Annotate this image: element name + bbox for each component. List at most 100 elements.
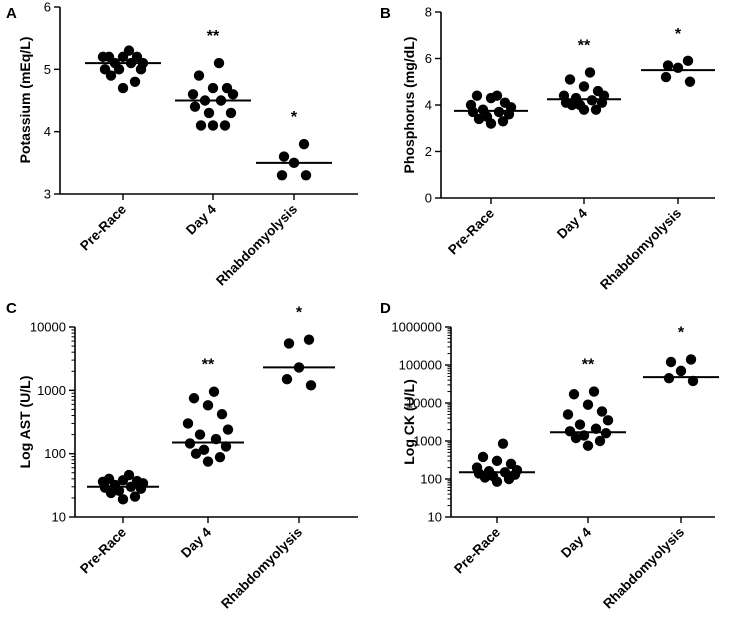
y-tick-label: 3 [44,187,51,202]
x-category-label: Pre-Race [77,524,129,576]
y-tick-label: 100 [420,472,442,487]
data-point [135,64,147,75]
data-point [568,389,580,400]
data-point [305,380,317,391]
data-point [574,419,586,430]
data-point [219,120,231,131]
x-category-label: Pre-Race [451,524,503,576]
data-point [497,116,509,127]
panel-letter: C [6,300,17,317]
data-point [590,104,602,115]
data-point [113,64,125,75]
data-point [105,70,117,81]
data-point [298,138,310,150]
data-point [129,76,141,88]
panel-b: B 0 2 4 6 8 Phosphorus (mg/dL) Pre-Race Day 4 ** R… [380,5,715,293]
data-point [675,365,687,377]
x-category-label: Day 4 [183,201,219,237]
y-tick-label: 10000 [406,396,442,411]
x-category-label: Day 4 [178,524,214,560]
data-point [202,400,214,411]
data-point [300,170,312,181]
data-point [600,428,612,439]
y-tick-label: 10 [428,510,442,525]
y-tick-label: 100 [44,446,66,461]
data-point [582,399,594,410]
data-point [566,99,578,111]
data-point [113,485,125,496]
data-point [477,451,489,463]
significance-marker: * [678,324,685,341]
data-point [187,89,199,100]
data-point [97,51,109,63]
data-point [497,438,509,449]
data-point [207,120,219,131]
data-point [485,118,497,129]
data-point [214,451,226,463]
data-point [117,51,129,63]
significance-marker: * [291,109,298,126]
data-point [195,120,207,131]
data-point [582,440,594,451]
data-point [660,71,672,83]
significance-marker: ** [207,28,220,45]
y-axis-title: Phosphorus (mg/dL) [401,37,417,174]
y-tick-label: 2 [425,144,432,159]
x-category-label: Day 4 [554,205,590,241]
data-point [663,372,675,384]
y-tick-label: 1000000 [391,320,442,335]
data-point [194,429,206,440]
data-point [105,487,117,499]
panel-c: C 10 100 1000 10000 Log AST (U/L) Pre-Race Day … [6,300,358,612]
data-point [682,55,694,67]
data-point [208,386,220,397]
data-point [203,107,215,119]
data-point [117,475,129,486]
data-point [281,373,293,385]
y-tick-label: 4 [44,124,51,139]
data-point [202,456,214,467]
data-point [493,106,505,118]
data-point [578,104,590,115]
data-point [129,491,141,502]
x-category-label: Day 4 [558,524,594,560]
significance-marker: * [296,305,303,322]
data-point [473,113,485,125]
y-tick-label: 1000 [37,383,66,398]
data-point [190,448,202,459]
data-point [491,476,503,487]
y-tick-label: 6 [425,51,432,66]
data-point [283,338,295,349]
data-point [602,415,614,426]
data-point [588,386,600,397]
data-point [188,393,200,404]
y-tick-label: 0 [425,191,432,206]
data-point [596,406,608,417]
data-point [685,354,697,365]
data-point [193,70,205,81]
y-axis-title: Log CK (U/L) [401,379,417,465]
data-point [207,82,219,94]
data-point [672,62,684,73]
x-category-label: Rhabdomyolysis [213,202,300,289]
data-point [222,424,234,435]
data-point [216,408,228,420]
y-axis-title: Potassium (mEq/L) [17,37,33,164]
data-point [586,95,598,106]
data-point [479,472,491,483]
data-point [485,92,497,104]
data-point [662,60,674,71]
data-point [665,356,677,368]
y-axis-title: Log AST (U/L) [17,376,33,469]
data-point [578,81,590,92]
data-point [117,82,129,94]
data-point [687,375,699,387]
data-point [213,57,225,69]
significance-marker: ** [578,37,591,54]
y-tick-label: 1000 [413,434,442,449]
y-tick-label: 5 [44,62,51,77]
y-tick-label: 10000 [30,320,66,335]
data-point [491,455,503,467]
y-tick-label: 100000 [399,358,442,373]
